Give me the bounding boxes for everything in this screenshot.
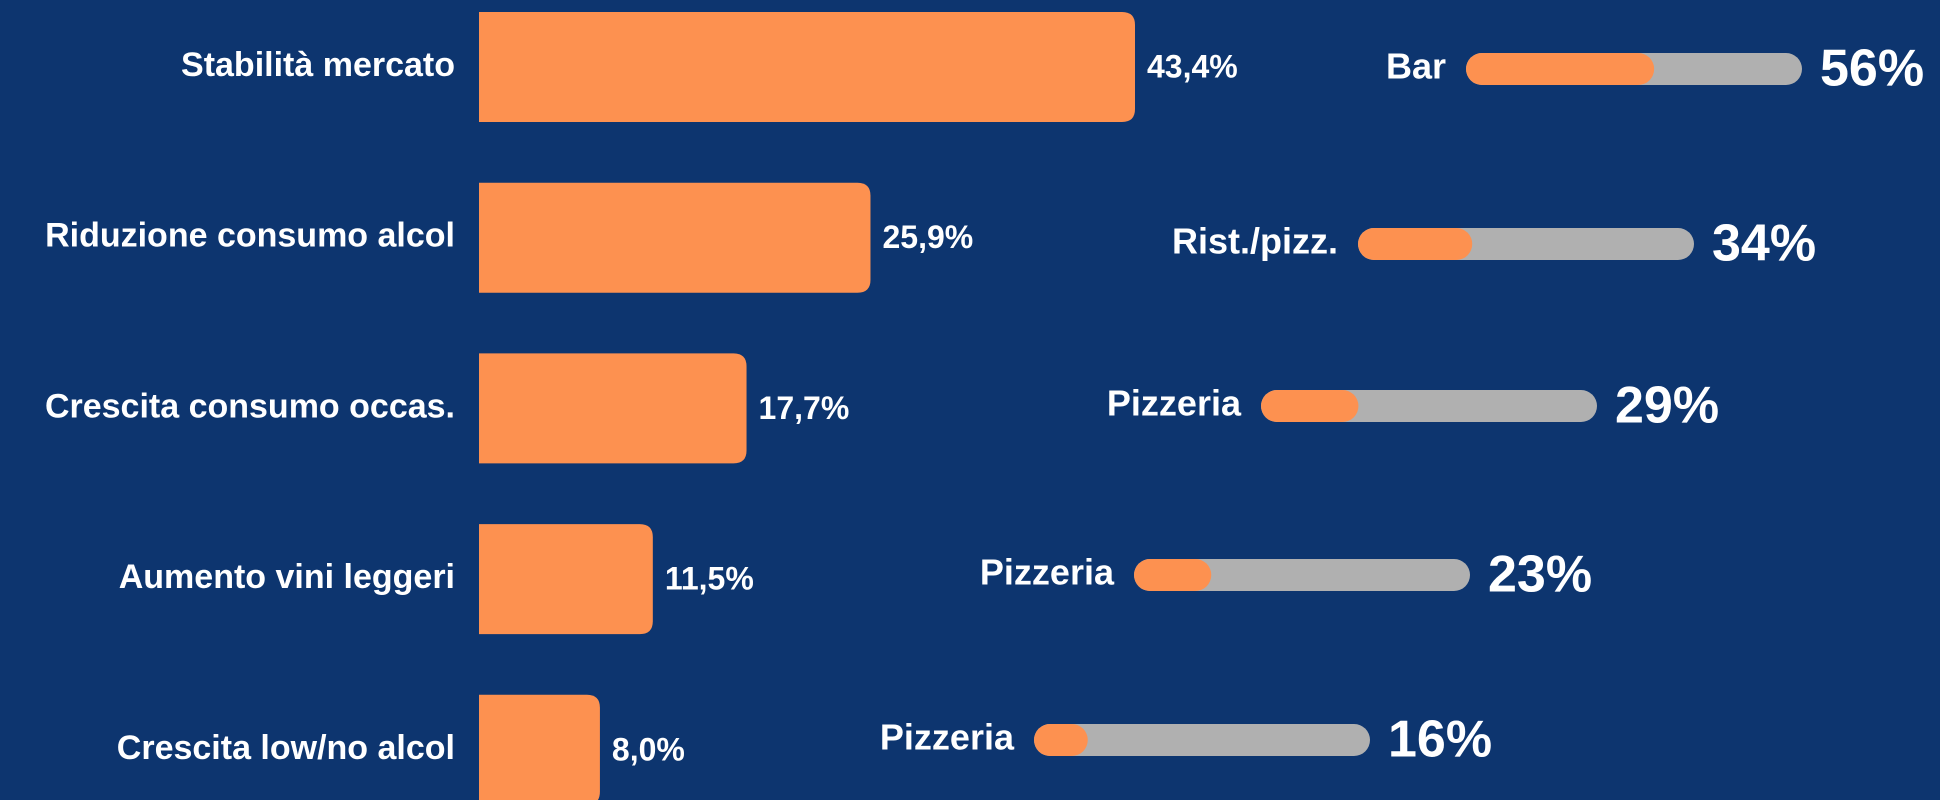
progress-track — [1034, 724, 1370, 756]
progress-fill — [1034, 724, 1088, 756]
progress-value: 34% — [1712, 215, 1816, 273]
value-label: 43,4% — [1147, 48, 1238, 84]
progress-label: Rist./pizz. — [1172, 221, 1338, 262]
progress-fill — [1261, 390, 1359, 422]
progress-track — [1134, 559, 1470, 591]
progress-label: Pizzeria — [980, 552, 1115, 593]
category-label: Crescita low/no alcol — [117, 729, 455, 767]
value-label: 17,7% — [759, 390, 850, 426]
category-label: Aumento vini leggeri — [119, 558, 455, 596]
bar — [479, 182, 871, 293]
bar — [479, 694, 600, 800]
progress-value: 16% — [1388, 711, 1492, 769]
progress-fill — [1358, 228, 1473, 260]
progress-fill — [1466, 53, 1655, 85]
value-label: 8,0% — [612, 731, 685, 767]
progress-value: 29% — [1615, 377, 1719, 435]
value-label: 11,5% — [665, 561, 754, 597]
category-label: Riduzione consumo alcol — [45, 217, 455, 255]
progress-fill — [1134, 559, 1212, 591]
bar — [479, 524, 653, 635]
progress-label: Pizzeria — [880, 717, 1015, 758]
bar — [479, 12, 1135, 122]
value-label: 25,9% — [882, 219, 973, 255]
progress-value: 23% — [1488, 546, 1592, 604]
bar — [479, 353, 747, 464]
progress-value: 56% — [1820, 40, 1924, 98]
category-label: Stabilità mercato — [181, 46, 455, 84]
progress-label: Bar — [1386, 46, 1446, 87]
category-label: Crescita consumo occas. — [45, 387, 455, 425]
progress-label: Pizzeria — [1107, 383, 1242, 424]
